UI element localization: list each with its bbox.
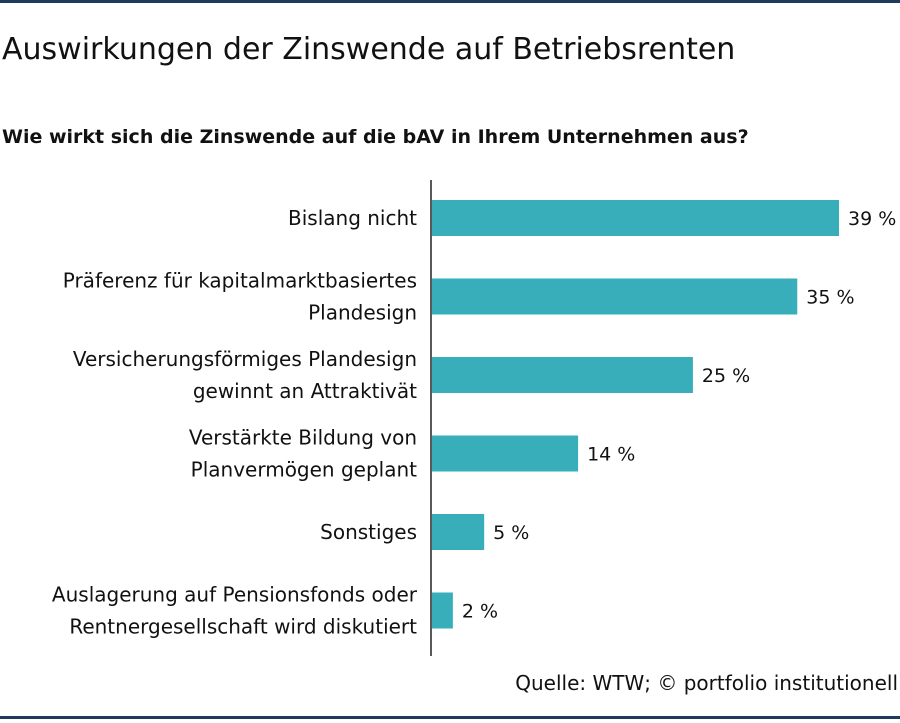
value-label-4: 5 % bbox=[493, 522, 529, 544]
bottom-rule bbox=[0, 716, 900, 719]
category-label-1-1: Plandesign bbox=[308, 301, 417, 325]
category-label-5-0: Auslagerung auf Pensionsfonds oder bbox=[52, 583, 418, 607]
source-note: Quelle: WTW; © portfolio institutionell bbox=[515, 671, 898, 695]
category-label-1-0: Präferenz für kapitalmarktbasiertes bbox=[63, 269, 417, 293]
category-label-5-1: Rentnergesellschaft wird diskutiert bbox=[69, 615, 417, 639]
value-label-0: 39 % bbox=[848, 208, 896, 230]
bar-1 bbox=[432, 278, 798, 315]
category-label-0-0: Bislang nicht bbox=[288, 206, 417, 230]
top-rule bbox=[0, 0, 900, 3]
category-label-2-1: gewinnt an Attraktivät bbox=[193, 379, 417, 403]
value-label-3: 14 % bbox=[587, 444, 635, 466]
value-label-5: 2 % bbox=[462, 601, 498, 623]
bar-0 bbox=[432, 200, 839, 236]
chart-subtitle: Wie wirkt sich die Zinswende auf die bAV… bbox=[2, 126, 749, 148]
bar-4 bbox=[432, 514, 485, 550]
category-label-3-1: Planvermögen geplant bbox=[191, 458, 417, 482]
value-label-2: 25 % bbox=[702, 365, 750, 387]
category-label-3-0: Verstärkte Bildung von bbox=[189, 426, 417, 450]
bar-5 bbox=[432, 592, 453, 629]
value-label-1: 35 % bbox=[806, 287, 854, 309]
chart-title: Auswirkungen der Zinswende auf Betriebsr… bbox=[2, 32, 736, 67]
category-label-2-0: Versicherungsförmiges Plandesign bbox=[73, 347, 417, 371]
bar-2 bbox=[432, 357, 693, 393]
bar-3 bbox=[432, 435, 579, 472]
category-label-4-0: Sonstiges bbox=[320, 520, 417, 544]
